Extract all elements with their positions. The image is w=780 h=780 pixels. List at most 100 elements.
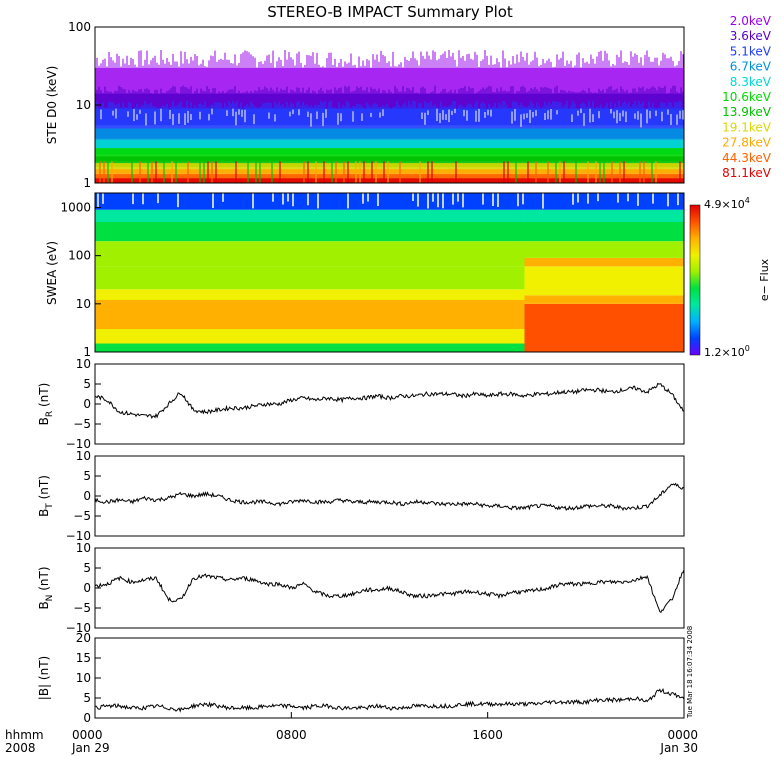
swea-energy-band [95, 289, 525, 301]
plot-title: STEREO-B IMPACT Summary Plot [267, 3, 513, 21]
ste-spikes-2.0keV [94, 49, 684, 68]
swea-y-tick-label: 10 [76, 297, 91, 311]
ste-legend-entry: 10.6keV [722, 90, 772, 104]
y-tick-label: 10 [76, 357, 91, 371]
swea-energy-band [95, 221, 525, 242]
y-tick-label: 15 [76, 651, 91, 665]
ste-y-tick-label: 1 [83, 176, 91, 190]
panel-bt: 10 5 0 −5 −10 BT (nT) [37, 449, 685, 543]
colorbar-max-label: 4.9×104 [704, 196, 750, 211]
colorbar-label: e− Flux [758, 258, 771, 301]
x-tick-label: 0000 [667, 728, 698, 742]
swea-energy-band [95, 300, 525, 330]
ste-y-label: STE D0 (keV) [45, 66, 59, 145]
y-tick-label: 5 [83, 469, 91, 483]
swea-y-tick-label: 1 [83, 345, 91, 359]
ste-band-13.9keV [95, 156, 684, 168]
swea-energy-band [95, 266, 525, 290]
x-tick-date: Jan 30 [659, 741, 698, 755]
panel-frame [94, 637, 685, 719]
swea-energy-band [95, 329, 525, 344]
swea-bands-early [95, 193, 525, 352]
ste-legend-entry: 27.8keV [722, 136, 772, 150]
swea-energy-band [524, 337, 684, 352]
swea-panel: 1 10 100 1000 SWEA (eV) 4.9×104 1.2×100 e− … [45, 192, 771, 359]
x-tick-label: 0000 [72, 728, 103, 742]
ste-legend-entry: 44.3keV [722, 151, 772, 165]
swea-y-tick-label: 100 [68, 249, 91, 263]
ste-legend-entry: 13.9keV [722, 105, 772, 119]
y-tick-label: 5 [83, 691, 91, 705]
y-tick-label: −10 [66, 621, 91, 635]
ste-band-81.1keV [95, 178, 684, 183]
panel-bmag: 20 15 10 5 0 |B| (nT) [37, 631, 685, 725]
panel-y-label: |B| (nT) [37, 656, 51, 700]
y-tick-label: −10 [66, 529, 91, 543]
panel-bn: 10 5 0 −5 −10 BN (nT) [37, 541, 685, 635]
ste-series-19.1keV [95, 163, 684, 173]
ste-y-tick-label: 10 [76, 98, 91, 112]
ste-series-27.8keV [95, 169, 684, 179]
ste-gap-strokes [100, 108, 684, 128]
ste-white-gaps [100, 108, 684, 128]
swea-energy-band [524, 266, 684, 296]
x-axis-header-bottom: 2008 [5, 741, 36, 755]
swea-top-gaps [97, 193, 679, 209]
swea-y-ticks: 1 10 100 1000 [60, 200, 101, 359]
swea-energy-band [95, 193, 525, 210]
swea-energy-band [95, 241, 525, 267]
ste-legend-entry: 2.0keV [730, 14, 772, 28]
field-trace [94, 382, 685, 419]
swea-energy-band [524, 193, 684, 210]
ste-legend-entry: 5.1keV [730, 44, 772, 58]
y-tick-label: −5 [73, 417, 91, 431]
y-tick-label: 0 [83, 711, 91, 725]
colorbar-fill [689, 204, 701, 356]
ste-bands [94, 49, 684, 183]
ste-stripes [99, 161, 681, 183]
y-tick-label: 10 [76, 541, 91, 555]
panel-frame [94, 455, 685, 537]
x-tick-date: Jan 29 [71, 741, 110, 755]
x-tick-label: 0800 [276, 728, 307, 742]
swea-energy-band [524, 241, 684, 258]
swea-spectrogram [95, 193, 684, 352]
field-trace [94, 569, 685, 614]
ste-band-19.1keV [95, 163, 684, 173]
swea-energy-band [524, 221, 684, 242]
x-tick-label: 1600 [472, 728, 503, 742]
ste-legend-entry: 19.1keV [722, 120, 772, 134]
swea-y-label: SWEA (eV) [45, 241, 59, 305]
panel-y-label: BN (nT) [37, 566, 55, 609]
swea-energy-band [524, 257, 684, 267]
y-tick-label: 0 [83, 581, 91, 595]
swea-energy-band [95, 209, 525, 222]
x-axis-header-top: hhmm [5, 728, 44, 742]
y-tick-label: 5 [83, 377, 91, 391]
y-tick-label: 10 [76, 449, 91, 463]
y-tick-label: 10 [76, 671, 91, 685]
ste-band-27.8keV [95, 169, 684, 179]
ste-series-81.1keV [95, 178, 684, 183]
swea-energy-band [524, 303, 684, 338]
field-trace [94, 687, 685, 713]
ste-y-tick-label: 100 [68, 20, 91, 34]
y-tick-label: −10 [66, 437, 91, 451]
ste-legend-entry: 8.3keV [730, 75, 772, 89]
y-tick-label: −5 [73, 601, 91, 615]
swea-energy-band [95, 343, 525, 352]
magnetic-field-panels: 10 5 0 −5 −10 BR (nT) 10 5 0 −5 −10 BT (nT) 10 5 0 −5 −1… [37, 357, 685, 725]
ste-series-13.9keV [95, 156, 684, 168]
swea-bands-late [524, 193, 684, 352]
panel-br: 10 5 0 −5 −10 BR (nT) [37, 357, 685, 451]
swea-y-tick-label: 1000 [60, 200, 91, 214]
y-tick-label: 5 [83, 561, 91, 575]
swea-energy-band [524, 209, 684, 222]
y-tick-label: 0 [83, 489, 91, 503]
y-tick-label: −5 [73, 509, 91, 523]
generation-stamp: Tue Mar 18 16:07:34 2008 [686, 626, 694, 719]
